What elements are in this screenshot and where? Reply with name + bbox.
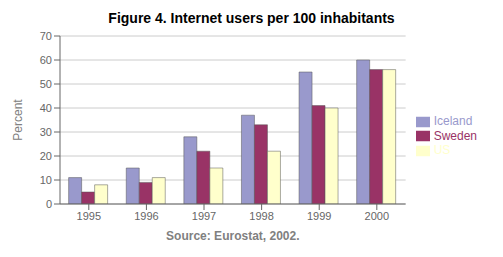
svg-text:1995: 1995 xyxy=(77,210,101,222)
svg-text:0: 0 xyxy=(46,198,52,210)
svg-text:70: 70 xyxy=(40,30,52,42)
html-text:Figure 4. Internet users per 1: Figure 4. Internet users per 100 inhabit… xyxy=(108,10,395,26)
svg-text:30: 30 xyxy=(40,126,52,138)
svg-text:60: 60 xyxy=(40,54,52,66)
svg-text:10: 10 xyxy=(40,174,52,186)
svg-text:Percent: Percent xyxy=(11,99,25,141)
svg-text:Source: Eurostat, 2002.: Source: Eurostat, 2002. xyxy=(166,229,299,242)
svg-text:2000: 2000 xyxy=(365,210,389,222)
svg-text:50: 50 xyxy=(40,78,52,90)
html-text:Sweden: Sweden xyxy=(433,128,477,143)
svg-text:1998: 1998 xyxy=(249,210,273,222)
svg-text:1997: 1997 xyxy=(192,210,216,222)
svg-text:20: 20 xyxy=(40,150,52,162)
html-text:Iceland: Iceland xyxy=(433,113,473,128)
html-text:US: US xyxy=(433,143,451,158)
svg-text:1996: 1996 xyxy=(134,210,158,222)
svg-text:40: 40 xyxy=(40,102,52,114)
svg-text:1999: 1999 xyxy=(307,210,331,222)
